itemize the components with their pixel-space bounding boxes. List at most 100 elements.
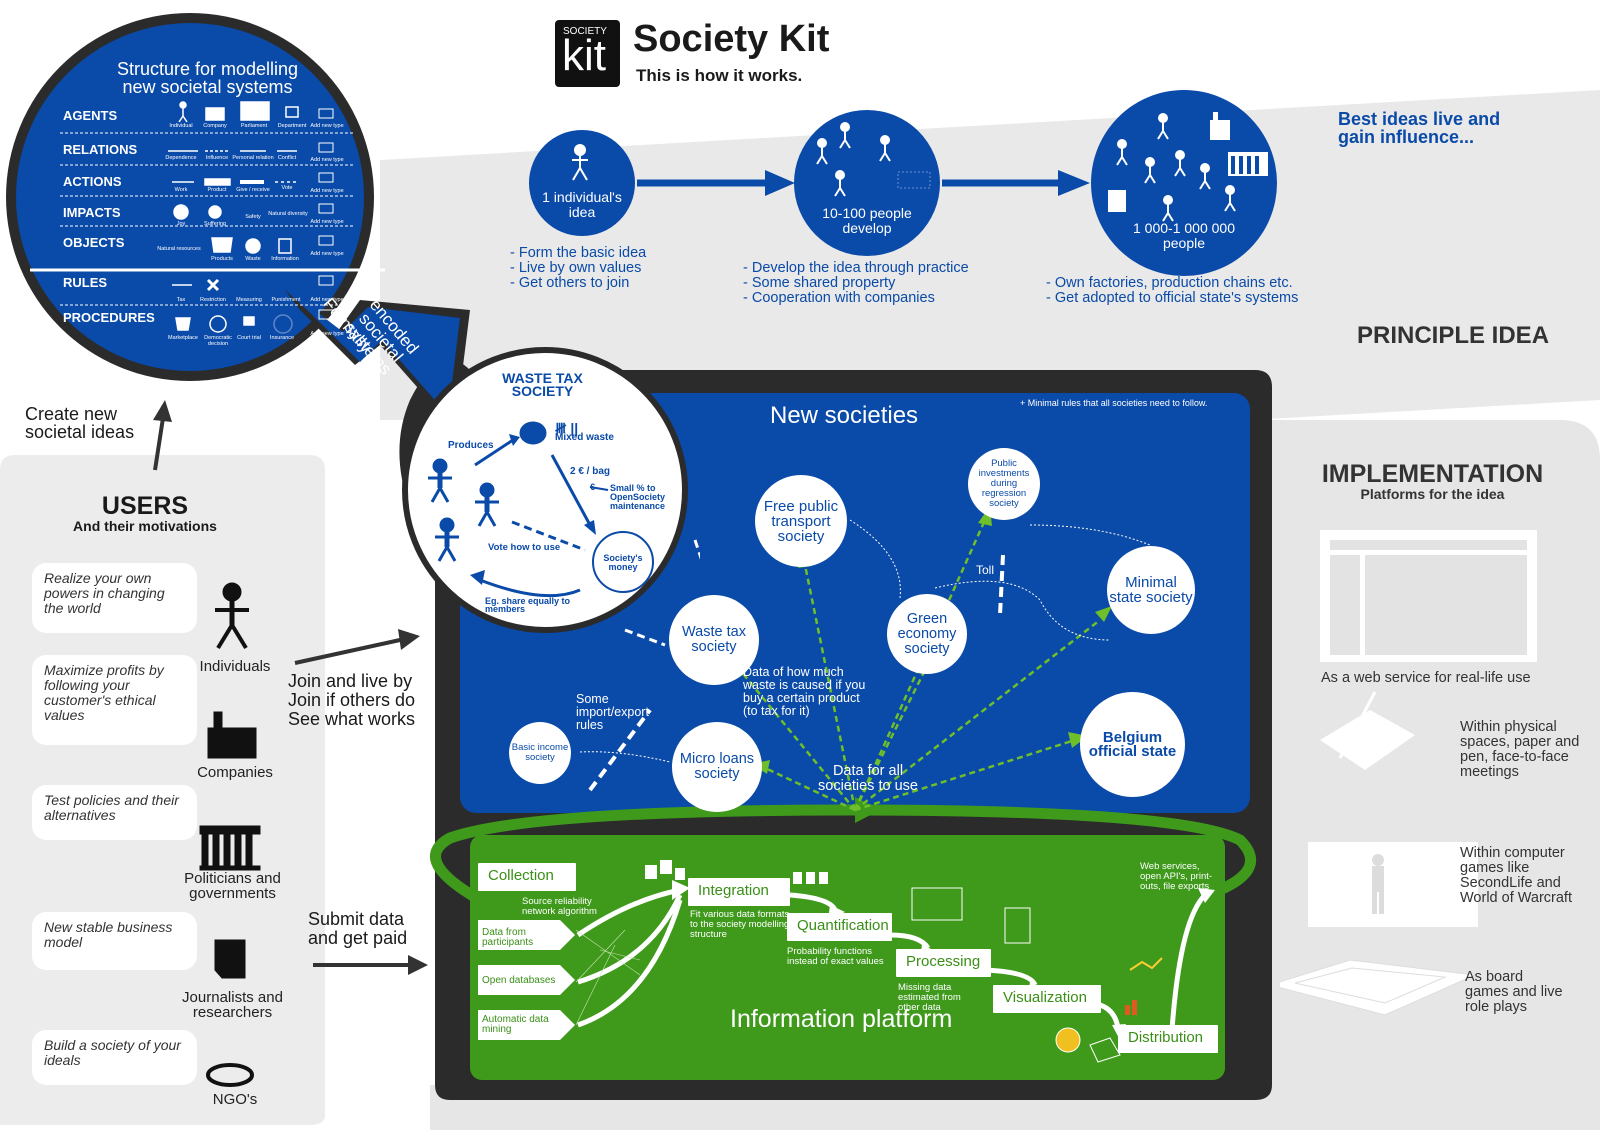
platform-flow xyxy=(575,929,1163,1052)
motivation-bubble: Build a society of your ideals xyxy=(32,1030,197,1085)
information-platform-title: Information platform xyxy=(730,1005,953,1033)
create-ideas-label: Create new societal ideas xyxy=(25,405,134,441)
structure-title-line: new societal systems xyxy=(122,77,293,97)
per-bag-label: 2 € / bag xyxy=(570,466,611,477)
stage2-bullet: - Some shared property xyxy=(743,275,896,291)
item-label: Conflict xyxy=(277,155,297,161)
join-line: Join and live by xyxy=(288,671,413,691)
toll-label: Toll xyxy=(976,563,995,577)
stage1-bullet: - Form the basic idea xyxy=(510,245,647,261)
submit-line: and get paid xyxy=(308,928,408,948)
integration-step: Integration xyxy=(688,878,790,906)
item-label: Court trial xyxy=(237,335,261,341)
row-agents: AGENTS xyxy=(63,108,118,123)
collection-step: Collection xyxy=(478,863,576,891)
item-label: Information xyxy=(271,256,299,262)
society-free-transport[interactable]: Free public transport society xyxy=(755,475,847,567)
society-minimal-state[interactable]: Minimal state society xyxy=(1107,546,1195,634)
missing-data-note: Missing data estimated from other data xyxy=(898,982,961,1013)
user-arrows xyxy=(153,400,428,1087)
processing-step: Processing xyxy=(896,949,991,977)
stage2-bullet: - Cooperation with companies xyxy=(743,290,935,306)
logo-bottom-text: kit xyxy=(562,31,606,80)
principle-idea-label: PRINCIPLE IDEA xyxy=(1357,322,1550,349)
stage3-bullet: - Get adopted to official state's system… xyxy=(1046,290,1299,306)
item-label: Give / receive xyxy=(236,187,270,193)
implementation-icons xyxy=(1280,530,1537,1016)
item-label: Products xyxy=(211,256,233,262)
item-label: Safety xyxy=(245,214,261,220)
stage2-bullet: - Develop the idea through practice xyxy=(743,260,969,276)
structure-title: Structure for modelling new societal sys… xyxy=(90,60,325,96)
ngos-label: NGO's xyxy=(212,1091,258,1108)
society-waste-tax[interactable]: Waste tax society xyxy=(669,595,759,685)
data-all-label: Data for all societies to use xyxy=(818,763,918,794)
item-label: Marketplace xyxy=(168,335,198,341)
join-line: Join if others do xyxy=(288,690,416,710)
motivation-bubble: Realize your own powers in changing the … xyxy=(32,563,197,633)
distribution-step: Distribution xyxy=(1118,1025,1218,1053)
item-label: Natural diversity xyxy=(268,211,308,217)
row-rules: RULES xyxy=(63,275,108,290)
create-ideas-line: Create new xyxy=(25,404,118,424)
small-pct-label: Small % to OpenSociety maintenance xyxy=(610,483,666,511)
submit-text: Submit data and get paid xyxy=(308,910,407,948)
join-line: See what works xyxy=(288,709,416,729)
item-label: Company xyxy=(203,123,227,129)
users-subtitle: And their motivations xyxy=(73,518,217,534)
share-label: Eg. share equally to members xyxy=(485,596,571,614)
page-title: Society Kit xyxy=(633,18,830,60)
item-label: Tax xyxy=(176,297,186,303)
item-label: Add new type xyxy=(310,331,344,337)
society-micro-loans[interactable]: Micro loans society xyxy=(672,722,762,812)
item-label: Add new type xyxy=(310,188,344,194)
item-label: Dependence xyxy=(165,155,197,161)
produces-label: Produces xyxy=(448,440,494,451)
impl-computer-games: Within computer games like SecondLife an… xyxy=(1460,845,1572,906)
item-label: Department xyxy=(277,123,307,129)
society-belgium[interactable]: Belgium official state xyxy=(1080,692,1185,797)
stage3-label: 1 000-1 000 000 people xyxy=(1133,220,1235,251)
stage3-bullets: - Own factories, production chains etc. … xyxy=(1046,276,1298,306)
source-participants: Data from participants xyxy=(482,927,534,948)
society-basic-income[interactable]: Basic income society xyxy=(509,722,571,784)
row-objects: OBJECTS xyxy=(63,235,125,250)
item-label: Measuring xyxy=(236,297,262,303)
motivation-bubble: New stable business model xyxy=(32,912,197,970)
individuals-label: Individuals xyxy=(199,658,271,675)
submit-line: Submit data xyxy=(308,909,405,929)
impl-web-service: As a web service for real-life use xyxy=(1321,670,1531,686)
vote-label: Vote how to use xyxy=(488,542,561,553)
item-label: Waste xyxy=(245,256,261,262)
stage1-bullet: - Live by own values xyxy=(510,260,642,276)
item-label: Democratic decision xyxy=(204,335,232,347)
motivation-bubble: Maximize profits by following your custo… xyxy=(32,655,197,745)
implementation-title: IMPLEMENTATION xyxy=(1321,460,1544,488)
impl-board-games: As board games and live role plays xyxy=(1465,969,1563,1015)
waste-tax-title: WASTE TAX SOCIETY xyxy=(502,370,583,399)
item-label: Suffering xyxy=(204,221,226,227)
item-label: Parliament xyxy=(240,123,268,129)
minimal-rules-note: + Minimal rules that all societies need … xyxy=(1020,398,1208,408)
item-label: Add new type xyxy=(310,219,344,225)
society-public-investments[interactable]: Public investments during regression soc… xyxy=(968,448,1040,520)
item-label: Add new type xyxy=(310,123,344,129)
waste-data-label: Data of how much waste is caused if you … xyxy=(743,665,866,718)
motivation-bubble: Test policies and their alternatives xyxy=(32,785,197,840)
source-data-mining: Automatic data mining xyxy=(482,1014,549,1035)
item-label: Natural resources xyxy=(157,246,201,252)
page-subtitle: This is how it works. xyxy=(636,66,803,85)
society-money-label: Society's money xyxy=(603,553,643,572)
stage2-bullets: - Develop the idea through practice - So… xyxy=(743,261,969,306)
stage1-bullet: - Get others to join xyxy=(510,275,630,291)
stage-diagram xyxy=(529,90,1277,276)
item-label: Individual xyxy=(169,123,193,129)
stage1-label: 1 individual's idea xyxy=(542,189,622,220)
item-label: Joy xyxy=(176,221,186,227)
source-open-db: Open databases xyxy=(482,975,556,986)
item-label: Product xyxy=(207,187,227,193)
fit-formats-note: Fit various data formats to the society … xyxy=(690,909,790,940)
import-export-label: Some import/export rules xyxy=(576,692,649,732)
society-green-economy[interactable]: Green economy society xyxy=(887,594,967,674)
new-societies-title: New societies xyxy=(770,402,919,429)
